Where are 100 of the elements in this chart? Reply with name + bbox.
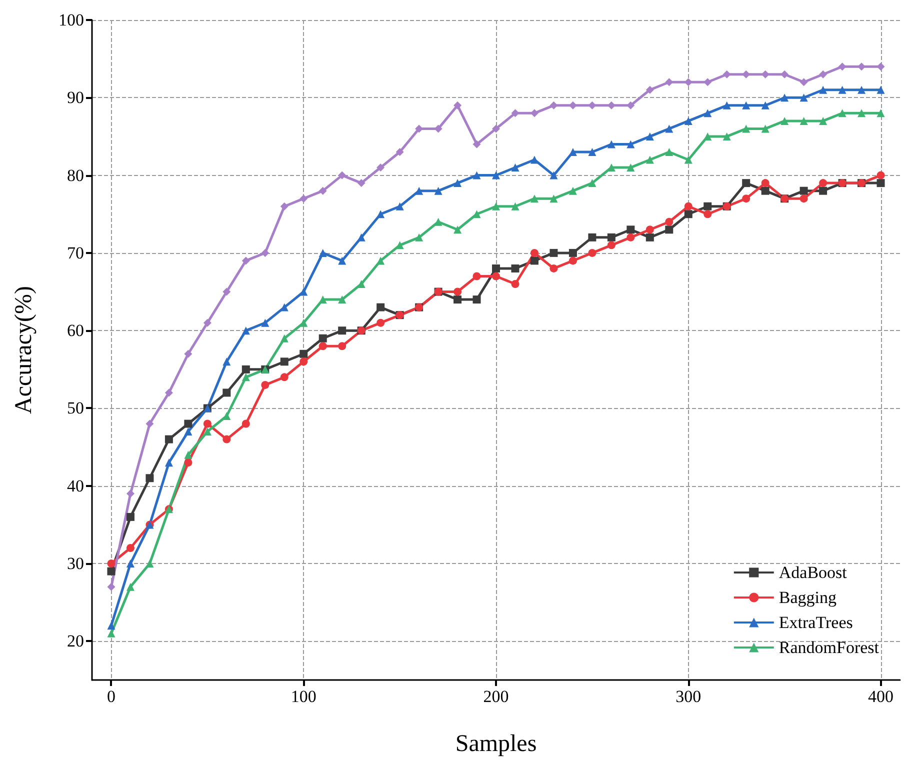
point [280, 334, 288, 342]
point [242, 256, 250, 265]
point [376, 318, 385, 327]
point [780, 70, 789, 78]
point [184, 420, 192, 428]
point [280, 358, 288, 366]
y-tick-label: 50 [67, 398, 84, 418]
point [780, 116, 789, 125]
point [646, 86, 654, 94]
point [203, 420, 212, 428]
point [838, 109, 846, 118]
point [396, 202, 404, 210]
point [626, 164, 635, 172]
point [203, 318, 212, 327]
y-tick-label: 70 [67, 243, 84, 262]
point [819, 116, 828, 125]
point [550, 264, 558, 272]
point [454, 288, 462, 296]
x-tick-label: 100 [290, 687, 316, 706]
point [626, 101, 635, 110]
point [588, 179, 596, 188]
point [704, 202, 712, 210]
point [242, 373, 250, 382]
point [146, 420, 154, 428]
point [396, 148, 404, 156]
point [530, 156, 538, 164]
y-tick-label: 100 [58, 10, 84, 30]
point [338, 326, 346, 335]
y-axis-title: Accuracy(%) [11, 286, 37, 414]
point [665, 226, 674, 234]
legend-label: RandomForest [778, 638, 880, 657]
point [107, 560, 116, 568]
point [761, 124, 770, 133]
point [684, 116, 692, 125]
point [261, 380, 270, 389]
point [338, 342, 346, 350]
point [588, 248, 596, 257]
point [396, 241, 404, 250]
point [146, 474, 154, 482]
point [164, 435, 173, 444]
point [280, 303, 288, 312]
point [626, 226, 635, 234]
point [318, 248, 327, 257]
point [761, 186, 770, 195]
point [184, 428, 192, 436]
point [876, 86, 885, 94]
point [588, 148, 596, 156]
point [800, 94, 808, 102]
point [511, 164, 520, 172]
point [550, 248, 558, 257]
point [780, 94, 789, 102]
point [126, 544, 134, 552]
point [222, 412, 231, 420]
point [222, 358, 231, 366]
point [472, 296, 481, 304]
point [800, 116, 808, 125]
point [242, 420, 250, 428]
point [876, 109, 885, 118]
point [876, 179, 885, 188]
point [588, 233, 596, 242]
point [222, 388, 231, 397]
point [646, 233, 654, 242]
point [318, 334, 327, 342]
point [511, 264, 520, 272]
point [876, 62, 885, 71]
point [800, 194, 808, 203]
point [434, 218, 442, 226]
point [838, 62, 846, 71]
point [376, 256, 385, 265]
point [357, 233, 366, 242]
point [280, 202, 288, 210]
point [838, 86, 846, 94]
point [107, 567, 116, 576]
point [761, 70, 770, 78]
point [107, 622, 116, 630]
point [568, 256, 577, 265]
point [607, 140, 616, 148]
point [530, 256, 538, 265]
point [261, 318, 270, 327]
point [550, 171, 558, 180]
point [203, 428, 212, 436]
point [684, 156, 692, 164]
point [646, 156, 654, 164]
point [126, 512, 134, 521]
point [530, 248, 538, 257]
point [472, 140, 481, 148]
point [819, 86, 828, 94]
point [126, 582, 134, 591]
point [511, 280, 520, 288]
point [415, 233, 424, 242]
point [492, 264, 500, 272]
point [242, 326, 250, 335]
point [318, 186, 327, 195]
point [318, 296, 327, 304]
point [646, 132, 654, 140]
x-tick-label: 200 [483, 687, 509, 706]
point [126, 490, 134, 498]
point [665, 148, 674, 156]
point [588, 101, 596, 110]
point [626, 140, 635, 148]
